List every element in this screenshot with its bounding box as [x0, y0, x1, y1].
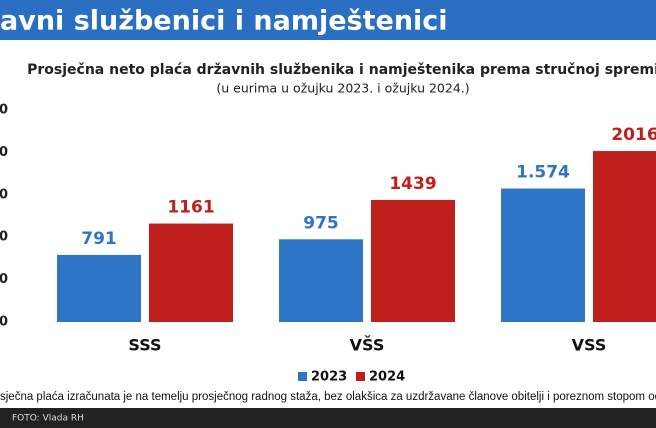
y-tick-label: 1000: [0, 230, 8, 245]
header-title: avni službenici i namještenici: [0, 6, 448, 37]
header-band: [0, 0, 656, 40]
chart-subtitle: (u eurima u ožujku 2023. i ožujku 2024.): [216, 81, 469, 96]
photo-credit: FOTO: Vlada RH: [12, 414, 84, 424]
bar: [57, 254, 141, 322]
bar: [149, 223, 233, 322]
data-label: 2016: [611, 125, 656, 145]
data-label: 791: [81, 229, 117, 249]
y-tick-label: 500: [0, 272, 8, 287]
credit-bar: [0, 408, 656, 428]
x-tick-label: VSS: [572, 336, 607, 355]
footnote: sječna plaća izračunata je na temelju pr…: [0, 391, 656, 403]
legend-swatch: [298, 372, 307, 381]
y-tick-label: 2500: [0, 103, 8, 118]
data-label: 1439: [389, 174, 436, 194]
x-tick-label: VŠS: [350, 336, 385, 355]
bar: [593, 151, 656, 322]
x-tick-label: SSS: [128, 336, 161, 355]
data-label: 1161: [167, 198, 214, 218]
chart-title: Prosječna neto plaća državnih službenika…: [27, 62, 656, 78]
legend-label: 2023: [311, 370, 347, 385]
bar: [279, 239, 363, 322]
data-label: 1.574: [516, 163, 570, 183]
y-tick-label: 0: [0, 315, 8, 330]
legend-swatch: [356, 372, 365, 381]
legend-label: 2024: [369, 370, 405, 385]
bar: [501, 188, 585, 322]
y-tick-label: 2000: [0, 145, 8, 160]
y-tick-label: 1500: [0, 187, 8, 202]
data-label: 975: [303, 213, 339, 233]
bar: [371, 199, 455, 322]
